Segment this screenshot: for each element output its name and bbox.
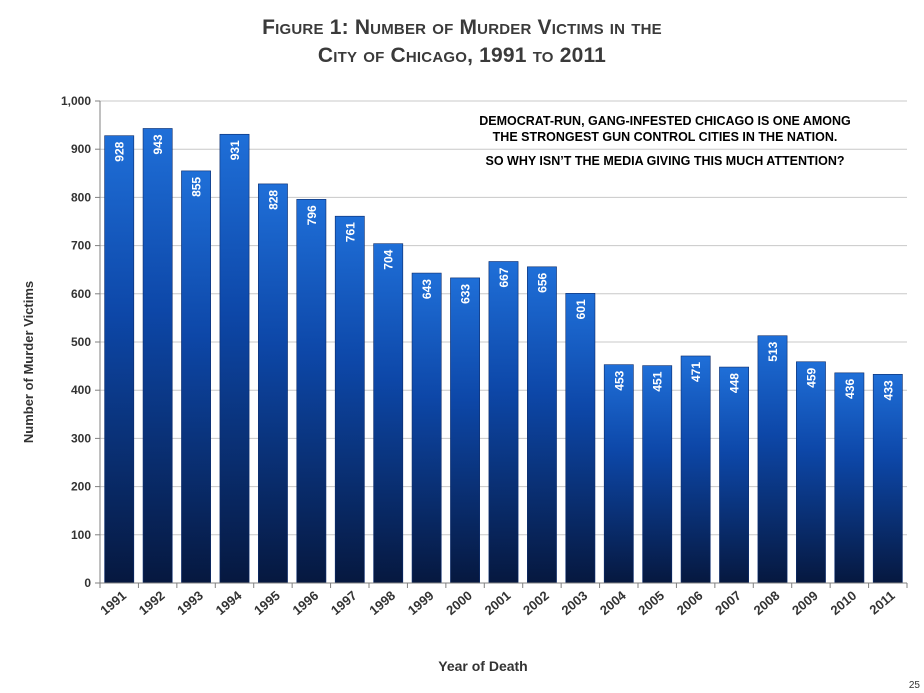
data-label: 451 <box>651 371 665 391</box>
x-tick-label: 1996 <box>289 588 321 618</box>
x-tick-label: 2004 <box>597 587 629 618</box>
bar-2009 <box>796 361 826 584</box>
bar-2011 <box>872 373 903 584</box>
x-tick-label: 1998 <box>366 588 398 618</box>
data-label: 761 <box>343 222 357 242</box>
chart-title-line-2: City of Chicago, 1991 to 2011 <box>317 44 607 67</box>
x-tick-label: 1993 <box>174 588 206 618</box>
y-tick-label: 400 <box>71 383 91 397</box>
x-tick-label: 2001 <box>482 588 514 618</box>
bar-1992 <box>142 128 173 584</box>
x-tick-label: 2005 <box>635 588 667 618</box>
data-label: 471 <box>689 362 703 382</box>
x-tick-label: 1999 <box>405 588 437 618</box>
y-tick-label: 200 <box>71 480 91 494</box>
data-label: 513 <box>766 341 780 361</box>
data-label: 928 <box>113 141 127 161</box>
data-label: 453 <box>612 370 626 390</box>
data-label: 931 <box>228 140 242 160</box>
data-label: 433 <box>881 380 895 400</box>
x-tick-label: 2000 <box>443 588 475 618</box>
bar-1997 <box>334 215 365 584</box>
data-label: 943 <box>151 134 165 154</box>
bar-2010 <box>834 372 865 584</box>
y-tick-label: 0 <box>84 576 91 590</box>
data-label: 601 <box>574 299 588 319</box>
x-tick-label: 1991 <box>97 588 129 618</box>
annotation-line-3: SO WHY ISN’T THE MEDIA GIVING THIS MUCH … <box>485 154 845 168</box>
x-tick-label: 2006 <box>674 588 706 618</box>
bar-1999 <box>411 272 442 584</box>
y-axis-label: Number of Murder Victims <box>21 281 36 443</box>
data-label: 448 <box>728 373 742 393</box>
x-tick-label: 2007 <box>712 588 744 618</box>
x-tick-label: 2009 <box>789 588 821 618</box>
bar-2002 <box>527 266 557 584</box>
data-label: 855 <box>190 177 204 197</box>
bar-2005 <box>642 365 673 584</box>
bar-2004 <box>603 364 634 584</box>
y-tick-label: 700 <box>71 239 91 253</box>
x-tick-label: 2002 <box>520 588 552 618</box>
y-tick-label: 500 <box>71 335 91 349</box>
data-label: 643 <box>420 279 434 299</box>
x-tick-label: 1997 <box>328 588 360 618</box>
data-label: 828 <box>266 190 280 210</box>
page-number: 25 <box>908 680 920 691</box>
x-tick-label: 2011 <box>866 588 897 618</box>
x-tick-label: 1992 <box>136 588 168 618</box>
x-tick-label: 2010 <box>827 588 859 618</box>
bar-2008 <box>757 335 788 584</box>
bar-1993 <box>181 170 211 584</box>
x-axis-label: Year of Death <box>438 658 527 674</box>
y-tick-label: 1,000 <box>61 94 91 108</box>
bar-1994 <box>219 133 250 584</box>
y-tick-label: 300 <box>71 431 91 445</box>
bar-1996 <box>296 199 327 584</box>
y-tick-label: 800 <box>71 190 91 204</box>
bar-2003 <box>565 293 596 584</box>
bar-2000 <box>450 277 480 584</box>
chart-title: Figure 1: Number of Murder Victims in th… <box>0 14 924 70</box>
annotation-text: DEMOCRAT-RUN, GANG-INFESTED CHICAGO IS O… <box>395 113 924 169</box>
annotation-line-2: THE STRONGEST GUN CONTROL CITIES IN THE … <box>492 130 838 144</box>
data-label: 459 <box>804 367 818 387</box>
data-label: 656 <box>535 272 549 292</box>
bar-1995 <box>258 183 288 584</box>
y-tick-label: 600 <box>71 287 91 301</box>
data-label: 704 <box>382 249 396 269</box>
x-tick-label: 1995 <box>251 588 283 618</box>
x-tick-label: 2008 <box>751 588 783 618</box>
y-tick-label: 100 <box>71 528 91 542</box>
annotation-line-1: DEMOCRAT-RUN, GANG-INFESTED CHICAGO IS O… <box>479 114 851 128</box>
bar-2001 <box>488 261 519 584</box>
x-tick-label: 2003 <box>558 588 590 618</box>
chart-title-line-1: Figure 1: Number of Murder Victims in th… <box>262 16 662 39</box>
bar-1991 <box>104 135 135 584</box>
bar-2006 <box>680 355 711 584</box>
bar-1998 <box>373 243 404 584</box>
bar-2007 <box>719 366 749 584</box>
data-label: 667 <box>497 267 511 287</box>
y-tick-label: 900 <box>71 142 91 156</box>
data-label: 796 <box>305 205 319 225</box>
data-label: 633 <box>459 284 473 304</box>
bar-series: 928 943 855 931 828 796 761 704 643 633 667 656 601 4… <box>104 128 903 584</box>
data-label: 436 <box>843 379 857 399</box>
x-tick-label: 1994 <box>213 587 245 618</box>
